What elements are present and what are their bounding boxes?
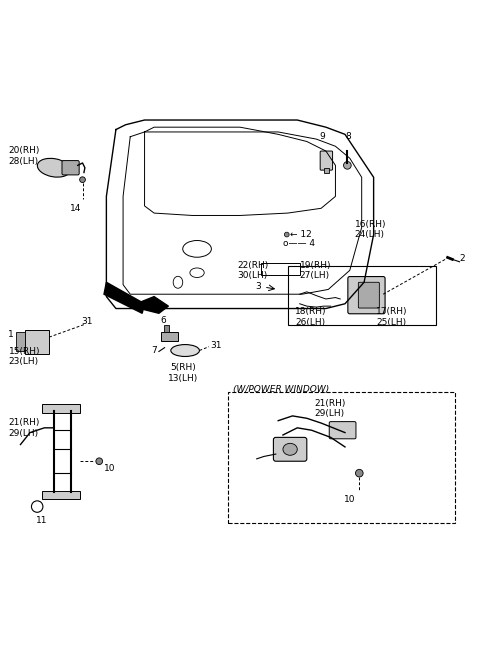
Text: 31: 31 xyxy=(82,317,93,326)
FancyBboxPatch shape xyxy=(62,160,79,175)
Text: 1: 1 xyxy=(8,330,14,339)
Bar xyxy=(16,333,25,352)
Text: 15(RH)
23(LH): 15(RH) 23(LH) xyxy=(9,346,40,366)
Circle shape xyxy=(96,458,103,465)
Text: 10: 10 xyxy=(344,494,356,504)
Bar xyxy=(288,265,436,325)
Bar xyxy=(161,333,178,341)
Text: 8: 8 xyxy=(346,133,351,141)
Text: (W/POWER WINDOW): (W/POWER WINDOW) xyxy=(233,385,329,395)
Bar xyxy=(228,392,455,523)
Bar xyxy=(262,263,300,275)
Circle shape xyxy=(344,162,351,169)
Bar xyxy=(42,404,80,412)
Circle shape xyxy=(284,232,289,237)
Bar xyxy=(25,330,49,354)
Text: 31: 31 xyxy=(210,341,222,350)
Text: 7: 7 xyxy=(151,346,156,354)
Text: 10: 10 xyxy=(104,464,116,473)
FancyBboxPatch shape xyxy=(320,151,333,170)
FancyBboxPatch shape xyxy=(329,422,356,439)
Text: 3: 3 xyxy=(256,282,262,290)
Ellipse shape xyxy=(283,444,297,455)
Text: 22(RH)
30(LH): 22(RH) 30(LH) xyxy=(238,261,269,280)
Text: 11: 11 xyxy=(36,516,48,525)
Text: 2: 2 xyxy=(459,254,465,263)
Text: 20(RH)
28(LH): 20(RH) 28(LH) xyxy=(9,146,40,166)
Text: 21(RH)
29(LH): 21(RH) 29(LH) xyxy=(9,418,40,438)
Text: 18(RH)
26(LH): 18(RH) 26(LH) xyxy=(295,308,326,327)
Ellipse shape xyxy=(37,158,71,177)
Text: 5(RH)
13(LH): 5(RH) 13(LH) xyxy=(168,364,198,383)
Circle shape xyxy=(80,177,85,183)
Text: 6: 6 xyxy=(161,316,167,325)
Bar xyxy=(164,325,169,333)
Text: o—— 4: o—— 4 xyxy=(283,239,315,248)
Text: 21(RH)
29(LH): 21(RH) 29(LH) xyxy=(314,399,345,418)
FancyBboxPatch shape xyxy=(359,282,379,308)
Text: 19(RH)
27(LH): 19(RH) 27(LH) xyxy=(300,261,331,280)
Polygon shape xyxy=(104,282,144,314)
Circle shape xyxy=(356,469,363,477)
Text: 9: 9 xyxy=(319,133,325,141)
Text: ← 12: ← 12 xyxy=(290,230,312,239)
Polygon shape xyxy=(130,296,168,314)
FancyBboxPatch shape xyxy=(274,438,307,461)
FancyBboxPatch shape xyxy=(348,277,385,313)
Text: 16(RH)
24(LH): 16(RH) 24(LH) xyxy=(355,220,386,240)
Bar xyxy=(42,491,80,500)
Ellipse shape xyxy=(171,345,199,356)
Text: 14: 14 xyxy=(70,203,81,213)
Bar xyxy=(324,168,329,172)
Text: 17(RH)
25(LH): 17(RH) 25(LH) xyxy=(376,308,408,327)
